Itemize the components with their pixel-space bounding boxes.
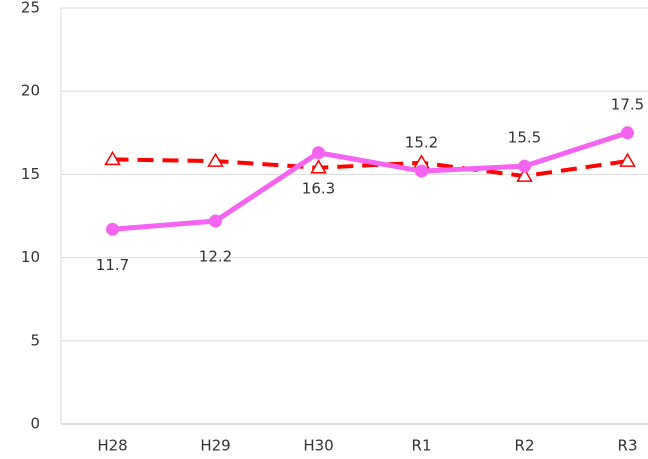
x-tick-label: H28 [97,437,127,455]
point [312,146,325,160]
point [106,222,119,236]
data-label: 15.5 [508,129,541,147]
y-tick-label: 15 [21,165,40,183]
data-label: 12.2 [199,247,232,265]
point [415,164,428,178]
x-tick-label: H29 [200,437,230,455]
x-tick-label: R1 [412,437,432,455]
series-line [112,130,629,232]
x-tick-label: H30 [303,437,333,455]
point [619,152,636,167]
point [209,214,222,228]
point [516,167,533,182]
data-label: 15.2 [405,134,438,152]
point [104,150,121,166]
data-label: 16.3 [302,179,335,197]
point [207,152,224,167]
x-tick-label: R3 [618,437,638,455]
point [518,159,531,173]
point [621,126,634,140]
y-tick-label: 5 [30,331,40,349]
y-tick-label: 20 [21,82,40,100]
data-label: 11.7 [96,256,129,274]
series-line [112,157,628,179]
point [310,159,327,174]
y-tick-label: 10 [21,248,40,266]
x-tick-label: R2 [515,437,535,455]
data-label: 17.5 [611,95,644,113]
y-tick-label: 0 [30,415,40,433]
y-tick-label: 25 [21,0,40,17]
